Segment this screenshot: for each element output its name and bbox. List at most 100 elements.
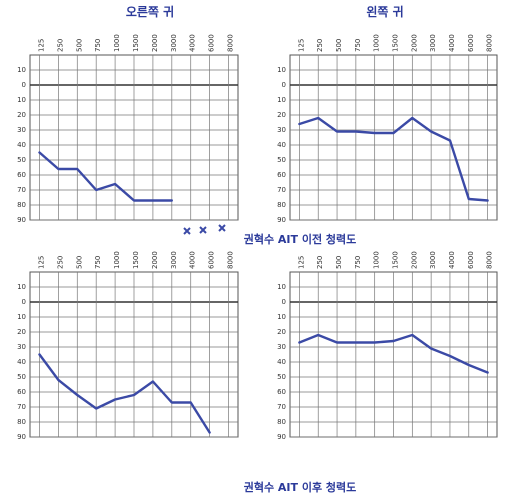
y-tick-label: 90	[17, 216, 26, 224]
y-tick-label: 50	[17, 373, 26, 381]
x-tick-label: 4000	[448, 251, 456, 269]
y-tick-label: 60	[17, 388, 26, 396]
y-tick-label: 40	[17, 141, 26, 149]
y-tick-label: 0	[282, 81, 286, 89]
x-tick-label: 4000	[189, 34, 197, 52]
chart-title: 오른쪽 귀	[126, 4, 174, 19]
x-tick-label: 250	[56, 256, 64, 269]
y-tick-label: 30	[277, 343, 286, 351]
x-tick-label: 4000	[189, 251, 197, 269]
x-tick-label: 2000	[410, 34, 418, 52]
x-tick-label: 1500	[392, 34, 400, 52]
y-tick-label: 50	[17, 156, 26, 164]
x-tick-label: 250	[316, 39, 324, 52]
x-tick-label: 125	[37, 39, 45, 52]
x-tick-label: 1500	[132, 34, 140, 52]
y-tick-label: 90	[277, 216, 286, 224]
x-tick-label: 250	[316, 256, 324, 269]
x-tick-label: 750	[354, 256, 362, 269]
y-tick-label: 10	[277, 313, 286, 321]
x-tick-label: 6000	[208, 251, 216, 269]
hearing-line	[38, 151, 173, 202]
x-tick-label: 3000	[170, 34, 178, 52]
x-tick-label: 1000	[113, 251, 121, 269]
y-tick-label: 10	[17, 66, 26, 74]
no-response-x	[183, 227, 191, 235]
x-tick-label: 1000	[373, 251, 381, 269]
y-tick-label: 10	[17, 283, 26, 291]
x-tick-label: 125	[297, 256, 305, 269]
y-tick-label: 20	[277, 328, 286, 336]
y-tick-label: 50	[277, 156, 286, 164]
caption: 권혁수 AIT 이전 청력도	[244, 232, 357, 246]
x-tick-label: 125	[297, 39, 305, 52]
x-tick-label: 6000	[467, 251, 475, 269]
x-tick-label: 8000	[227, 251, 235, 269]
x-tick-label: 1500	[392, 251, 400, 269]
no-response-x	[218, 224, 226, 232]
hearing-line	[298, 116, 489, 202]
x-tick-label: 2000	[151, 251, 159, 269]
x-tick-label: 250	[56, 39, 64, 52]
y-tick-label: 40	[17, 358, 26, 366]
y-tick-label: 10	[277, 66, 286, 74]
hearing-line	[38, 353, 211, 434]
chart-title: 왼쪽 귀	[366, 4, 403, 19]
y-tick-label: 20	[277, 111, 286, 119]
y-tick-label: 60	[277, 388, 286, 396]
y-tick-label: 80	[17, 201, 26, 209]
y-tick-label: 80	[277, 418, 286, 426]
y-tick-label: 40	[277, 141, 286, 149]
x-tick-label: 750	[94, 256, 102, 269]
y-tick-label: 60	[277, 171, 286, 179]
hearing-line	[298, 333, 489, 374]
x-tick-label: 2000	[410, 251, 418, 269]
x-tick-label: 3000	[170, 251, 178, 269]
y-tick-label: 20	[17, 111, 26, 119]
x-tick-label: 2000	[151, 34, 159, 52]
x-tick-label: 6000	[208, 34, 216, 52]
y-tick-label: 30	[277, 126, 286, 134]
y-tick-label: 40	[277, 358, 286, 366]
x-tick-label: 500	[75, 39, 83, 52]
y-tick-label: 60	[17, 171, 26, 179]
x-tick-label: 8000	[486, 34, 494, 52]
x-tick-label: 3000	[429, 251, 437, 269]
x-tick-label: 1000	[373, 34, 381, 52]
y-tick-label: 0	[22, 81, 26, 89]
x-tick-label: 8000	[486, 251, 494, 269]
y-tick-label: 10	[277, 283, 286, 291]
y-tick-label: 20	[17, 328, 26, 336]
y-tick-label: 10	[17, 96, 26, 104]
y-tick-label: 10	[277, 96, 286, 104]
y-tick-label: 30	[17, 343, 26, 351]
no-response-x	[199, 226, 207, 234]
y-tick-label: 90	[17, 433, 26, 441]
y-tick-label: 50	[277, 373, 286, 381]
x-tick-label: 500	[335, 39, 343, 52]
y-tick-label: 30	[17, 126, 26, 134]
y-tick-label: 10	[17, 313, 26, 321]
x-tick-label: 125	[37, 256, 45, 269]
y-tick-label: 70	[277, 186, 286, 194]
x-tick-label: 750	[94, 39, 102, 52]
x-tick-label: 750	[354, 39, 362, 52]
y-tick-label: 80	[277, 201, 286, 209]
y-tick-label: 80	[17, 418, 26, 426]
y-tick-label: 90	[277, 433, 286, 441]
y-tick-label: 0	[282, 298, 286, 306]
no-response-marks	[183, 224, 226, 235]
x-tick-label: 1500	[132, 251, 140, 269]
y-tick-label: 0	[22, 298, 26, 306]
x-tick-label: 6000	[467, 34, 475, 52]
caption: 권혁수 AIT 이후 청력도	[244, 480, 357, 494]
y-tick-label: 70	[17, 186, 26, 194]
x-tick-label: 8000	[227, 34, 235, 52]
y-tick-label: 70	[17, 403, 26, 411]
x-tick-label: 500	[335, 256, 343, 269]
x-tick-label: 3000	[429, 34, 437, 52]
y-tick-label: 70	[277, 403, 286, 411]
x-tick-label: 500	[75, 256, 83, 269]
x-tick-label: 4000	[448, 34, 456, 52]
